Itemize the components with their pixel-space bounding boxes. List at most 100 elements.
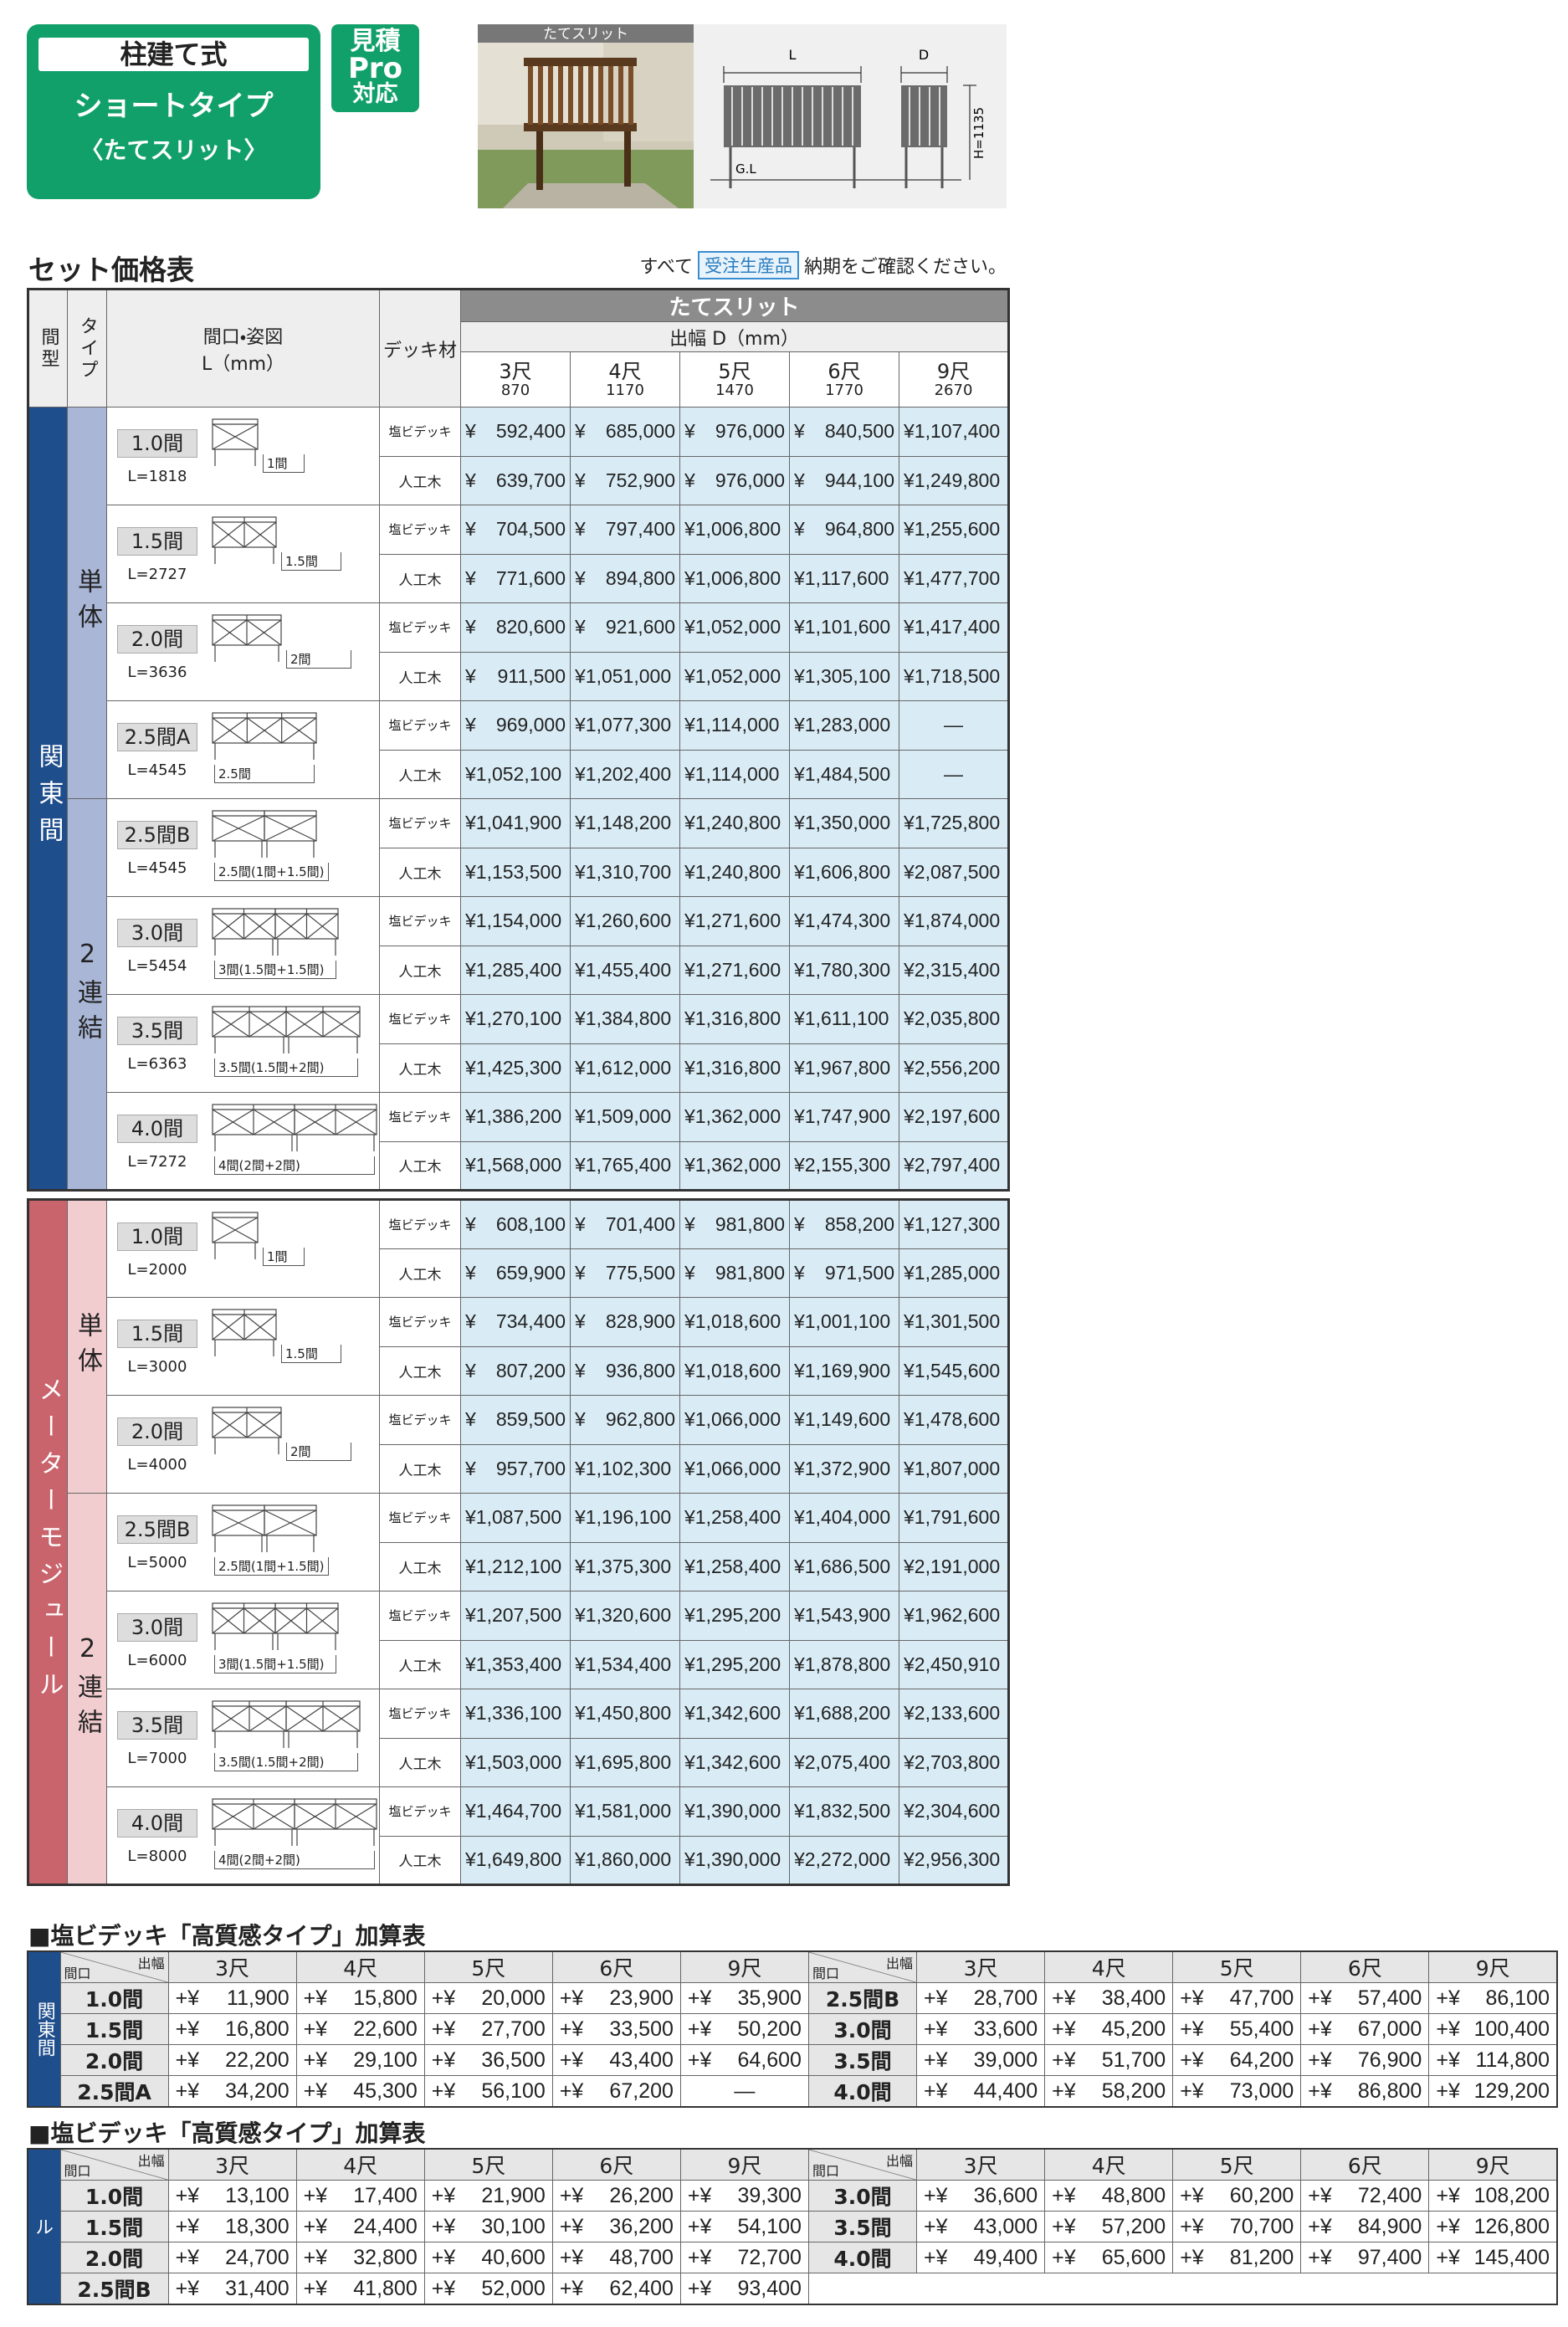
size-length: L=4545 xyxy=(127,859,187,877)
header-cell: 間型 xyxy=(28,289,68,407)
header-cell: デッキ材 xyxy=(379,289,461,407)
price-cell: ¥1,066,000 xyxy=(679,1395,790,1445)
price-cell: ¥1,066,000 xyxy=(679,1443,790,1494)
sketch: 3.5間(1.5間+2間) xyxy=(211,1003,379,1077)
size-length: L=7000 xyxy=(127,1750,187,1767)
size-label: 2.5間A xyxy=(117,723,197,751)
price-cell: ¥1,052,100 xyxy=(460,749,571,799)
addon-value: +¥ 58,200 xyxy=(1044,2075,1174,2108)
addon-value: +¥ 33,600 xyxy=(916,2013,1046,2045)
price-row: 人工木 ¥1,568,000 ¥1,765,400 ¥1,362,000 ¥2,155,… xyxy=(28,1140,1010,1191)
price-cell: ¥1,169,900 xyxy=(789,1345,899,1396)
sketch: 2.5間 xyxy=(211,710,379,783)
sketch-caption: 1.5間 xyxy=(281,552,341,571)
price-row: 人工木 ¥1,285,400 ¥1,455,400 ¥1,271,600 ¥1,780,… xyxy=(28,945,1010,995)
column-mm: 1770 xyxy=(825,381,863,399)
price-cell: — xyxy=(898,749,1010,799)
price-cell: ¥1,390,000 xyxy=(679,1786,790,1837)
column-header: 6尺 xyxy=(551,1950,681,1983)
addon-value: +¥ 57,200 xyxy=(1044,2211,1174,2242)
column-header: 3尺 xyxy=(167,1950,297,1983)
price-cell: ¥1,283,000 xyxy=(789,700,899,751)
addon-row: 2.5間B +¥ 31,400 +¥ 41,800 +¥ 52,000 +¥ 62,40… xyxy=(28,2273,1557,2305)
addon-value: +¥ 11,900 xyxy=(167,1982,297,2014)
row-label: 2.0間 xyxy=(59,2044,169,2076)
table: 関東間 間口 出幅 3尺 4尺 5尺 6尺 9尺 間口 出幅 3尺 4尺 5尺 6尺 9尺 1.0間 +¥ 11… xyxy=(27,1950,1558,2108)
price-cell: ¥2,272,000 xyxy=(789,1835,899,1885)
addon-value: +¥ 56,100 xyxy=(423,2075,553,2108)
deck-cell: 人工木 xyxy=(379,1248,461,1298)
price-cell: ¥1,006,800 xyxy=(679,505,790,555)
price-cell: ¥1,240,800 xyxy=(679,798,790,848)
price-row: 人工木 ¥1,649,800 ¥1,860,000 ¥1,390,000 ¥2,272,… xyxy=(28,1835,1009,1885)
price-cell: ¥1,725,800 xyxy=(898,798,1010,848)
deck-cell: 塩ビデッキ xyxy=(379,1689,461,1739)
size-label: 2.5間B xyxy=(117,1515,197,1544)
sketch-caption: 3間(1.5間+1.5間) xyxy=(214,961,336,979)
addon-value: +¥ 21,900 xyxy=(423,2180,553,2212)
price-cell: ¥1,686,500 xyxy=(789,1541,899,1591)
price-cell: ¥ 957,700 xyxy=(460,1443,571,1494)
price-cell: ¥2,035,800 xyxy=(898,994,1010,1044)
price-cell: ¥1,087,500 xyxy=(460,1493,571,1543)
column-mm: 1470 xyxy=(715,381,754,399)
price-cell: ¥ 859,500 xyxy=(460,1395,571,1445)
price-cell: ¥1,372,900 xyxy=(789,1443,899,1494)
price-cell: ¥1,052,000 xyxy=(679,651,790,701)
price-cell: ¥1,765,400 xyxy=(570,1140,680,1191)
type-cell: 単体 xyxy=(67,1199,107,1494)
price-row: 2連結 2.5間B L=5000 2.5間(1間+1.5間) 塩ビデッキ ¥1,087,5… xyxy=(28,1493,1009,1885)
price-cell: ¥ 971,500 xyxy=(789,1248,899,1298)
sketch-caption: 1間 xyxy=(263,1248,305,1266)
price-cell: ¥2,703,800 xyxy=(899,1737,1009,1787)
column-shaku: 9尺 xyxy=(936,360,971,384)
sketch-caption: 2間 xyxy=(286,1443,351,1461)
addon-value: +¥ 27,700 xyxy=(423,2013,553,2045)
price-cell: ¥ 911,500 xyxy=(460,651,571,701)
column-header: 6尺 xyxy=(551,2148,681,2181)
badge-text: Pro xyxy=(347,52,403,85)
addon-value: +¥ 126,800 xyxy=(1428,2211,1558,2242)
addon-value: +¥ 145,400 xyxy=(1428,2242,1558,2273)
price-cell: ¥1,301,500 xyxy=(899,1297,1009,1347)
price-cell: ¥ 685,000 xyxy=(570,407,680,457)
addon-value: +¥ 29,100 xyxy=(295,2044,425,2076)
price-cell: ¥1,747,900 xyxy=(789,1092,899,1142)
addon-value: +¥ 22,600 xyxy=(295,2013,425,2045)
price-row: 2.5間A L=4545 2.5間 塩ビデッキ ¥ 969,000 ¥1,077,300 ¥… xyxy=(28,700,1010,799)
price-cell: ¥ 771,600 xyxy=(460,553,571,603)
column-header: 5尺 1470 xyxy=(679,351,790,407)
addon-value: +¥ 43,000 xyxy=(916,2211,1046,2242)
addon-value: +¥ 13,100 xyxy=(167,2180,297,2212)
header-text: 間口・姿図 xyxy=(202,326,284,348)
column-header: 4尺 xyxy=(1044,2148,1174,2181)
deck-cell: 人工木 xyxy=(379,847,461,897)
addon-value: +¥ 30,100 xyxy=(423,2211,553,2242)
price-cell: ¥1,310,700 xyxy=(570,847,680,897)
column-shaku: 6尺 xyxy=(828,360,861,384)
type-name: 2連結 xyxy=(73,939,102,1049)
price-cell: ¥2,304,600 xyxy=(899,1786,1009,1837)
price-cell: ¥1,384,800 xyxy=(570,994,680,1044)
price-cell: ¥ 936,800 xyxy=(570,1345,680,1396)
row-label: 3.0間 xyxy=(807,2180,918,2212)
addon-value: +¥ 36,500 xyxy=(423,2044,553,2076)
deck-cell: 塩ビデッキ xyxy=(379,407,461,457)
price-cell: ¥1,114,000 xyxy=(679,749,790,799)
sketch: 3間(1.5間+1.5間) xyxy=(211,905,379,979)
column-header: 6尺 1770 xyxy=(789,351,899,407)
table: メーターモジュール 単体 1.0間 L=2000 1間 塩ビデッキ ¥ 608,100 ¥ 7… xyxy=(27,1198,1010,1886)
price-row: 4.0間 L=8000 4間(2間+2間) 塩ビデッキ ¥1,464,700 ¥1,581… xyxy=(28,1786,1009,1885)
type-cell: 2連結 xyxy=(67,1493,107,1885)
column-header: 9尺 xyxy=(679,2148,809,2181)
addon-value: +¥ 129,200 xyxy=(1428,2075,1558,2108)
frame-name: メーターモジュール xyxy=(33,1376,64,1708)
size-label: 1.5間 xyxy=(117,1320,197,1348)
corner-cell: 間口 出幅 xyxy=(807,1950,918,1983)
addon-value: +¥ 38,400 xyxy=(1044,1982,1174,2014)
price-cell: ¥1,362,000 xyxy=(679,1092,790,1142)
column-header: 9尺 2670 xyxy=(898,351,1010,407)
sketch-caption: 4間(2間+2間) xyxy=(214,1851,375,1869)
price-cell: ¥1,316,800 xyxy=(679,994,790,1044)
sketch-caption: 1間 xyxy=(263,454,305,473)
